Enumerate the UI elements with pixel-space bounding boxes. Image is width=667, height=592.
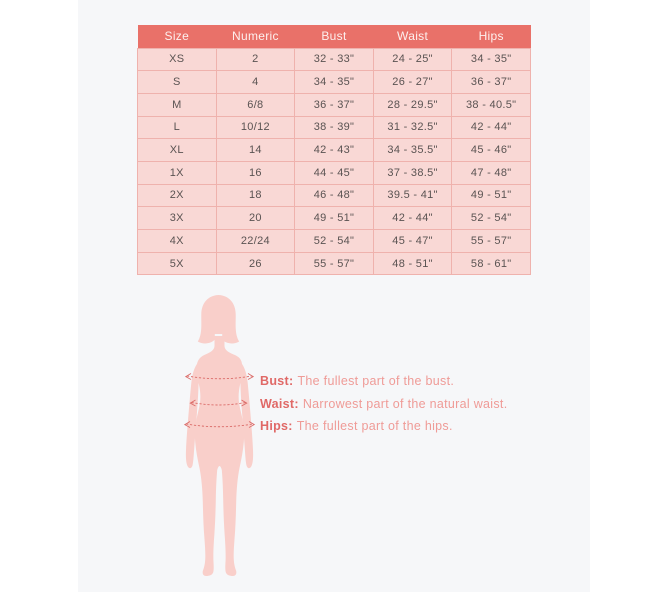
- table-cell: 52 - 54": [294, 229, 374, 253]
- table-cell: S: [137, 70, 217, 94]
- table-cell: 45 - 47": [372, 229, 453, 253]
- size-guide-panel: Size Numeric Bust Waist Hips XS 2 32 - 33" 24 -…: [78, 0, 590, 592]
- table-cell: 22/24: [215, 229, 296, 253]
- column-header-size: Size: [137, 25, 217, 48]
- table-row: M 6/8 36 - 37" 28 - 29.5" 38 - 40.5": [137, 92, 531, 117]
- table-cell: 42 - 43": [294, 138, 374, 162]
- figure-head: [197, 295, 240, 344]
- table-row: 5X 26 55 - 57" 48 - 51" 58 - 61": [137, 251, 531, 276]
- hips-note-label: Hips:: [260, 419, 293, 434]
- table-cell: 49 - 51": [451, 183, 531, 208]
- table-cell: 37 - 38.5": [372, 160, 453, 185]
- table-row: XS 2 32 - 33" 24 - 25" 34 - 35": [137, 47, 531, 72]
- table-row: XL 14 42 - 43" 34 - 35.5" 45 - 46": [137, 138, 531, 162]
- table-cell: 38 - 40.5": [451, 92, 531, 117]
- waist-measurement-line: [189, 399, 248, 407]
- table-cell: 45 - 46": [451, 138, 531, 162]
- table-cell: 34 - 35": [451, 47, 531, 72]
- table-cell: 42 - 44": [451, 115, 531, 140]
- bust-note-label: Bust:: [260, 374, 294, 388]
- table-cell: 2X: [137, 183, 217, 208]
- table-row: 1X 16 44 - 45" 37 - 38.5" 47 - 48": [137, 160, 531, 185]
- figure-right-arm: [240, 364, 254, 469]
- table-cell: 36 - 37": [294, 92, 374, 117]
- table-cell: 1X: [137, 160, 217, 185]
- figure-left-arm: [185, 364, 199, 469]
- table-cell: 18: [215, 183, 296, 208]
- table-cell: 3X: [137, 206, 217, 230]
- table-row: L 10/12 38 - 39" 31 - 32.5" 42 - 44": [137, 115, 531, 140]
- table-cell: M: [137, 92, 217, 117]
- measurement-notes: Bust: The fullest part of the bust. Waist…: [260, 370, 507, 438]
- female-body-silhouette: [183, 295, 256, 576]
- table-cell: 34 - 35": [294, 70, 374, 94]
- table-cell: 5X: [137, 251, 217, 276]
- table-cell: 32 - 33": [294, 47, 374, 72]
- table-cell: 10/12: [215, 115, 296, 140]
- bust-note-text: The fullest part of the bust.: [297, 374, 455, 388]
- table-cell: 49 - 51": [294, 206, 374, 230]
- hips-measurement-line: [183, 421, 256, 428]
- table-cell: 34 - 35.5": [372, 138, 453, 162]
- size-chart-table: Size Numeric Bust Waist Hips XS 2 32 - 33" 24 -…: [137, 25, 531, 276]
- column-header-numeric: Numeric: [216, 25, 295, 48]
- table-cell: XL: [137, 138, 217, 162]
- table-row: 3X 20 49 - 51" 42 - 44" 52 - 54": [137, 206, 531, 230]
- table-cell: 58 - 61": [451, 251, 531, 276]
- table-cell: 4X: [137, 229, 217, 253]
- table-cell: 55 - 57": [451, 229, 531, 253]
- table-row: 4X 22/24 52 - 54" 45 - 47" 55 - 57": [137, 229, 531, 253]
- table-cell: 14: [215, 138, 296, 162]
- bust-note: Bust: The fullest part of the bust.: [260, 370, 507, 393]
- table-row: S 4 34 - 35" 26 - 27" 36 - 37": [137, 70, 531, 94]
- header-row: Size Numeric Bust Waist Hips: [137, 25, 531, 48]
- table-cell: 24 - 25": [372, 47, 453, 72]
- table-row: 2X 18 46 - 48" 39.5 - 41" 49 - 51": [137, 183, 531, 208]
- table-cell: 48 - 51": [372, 251, 453, 276]
- table-cell: 31 - 32.5": [372, 115, 453, 140]
- bust-measurement-line: [184, 373, 255, 380]
- table-cell: 46 - 48": [294, 183, 374, 208]
- table-cell: L: [137, 115, 217, 140]
- table-cell: 47 - 48": [451, 160, 531, 185]
- table-cell: 20: [215, 206, 296, 230]
- table-cell: 16: [215, 160, 296, 185]
- table-cell: 2: [215, 47, 296, 72]
- table-cell: 52 - 54": [451, 206, 531, 230]
- hips-note-text: The fullest part of the hips.: [296, 419, 453, 434]
- waist-note-label: Waist:: [260, 396, 299, 411]
- table-cell: 38 - 39": [294, 115, 374, 140]
- column-header-waist: Waist: [373, 25, 452, 48]
- table-body: XS 2 32 - 33" 24 - 25" 34 - 35" S 4 34 - 35" 26 …: [137, 47, 531, 276]
- table-cell: 39.5 - 41": [372, 183, 453, 208]
- figure-body: [194, 336, 245, 576]
- table-cell: 36 - 37": [451, 70, 531, 94]
- waist-note: Waist: Narrowest part of the natural wais…: [260, 393, 507, 416]
- table-cell: 28 - 29.5": [372, 92, 453, 117]
- column-header-hips: Hips: [451, 25, 531, 48]
- table-cell: 42 - 44": [372, 206, 453, 230]
- column-header-bust: Bust: [294, 25, 374, 48]
- table-cell: 26 - 27": [372, 70, 453, 94]
- table-cell: 55 - 57": [294, 251, 374, 276]
- table-cell: 4: [215, 70, 296, 94]
- table-cell: 26: [215, 251, 296, 276]
- table-cell: 6/8: [215, 92, 296, 117]
- hips-note: Hips: The fullest part of the hips.: [260, 415, 507, 438]
- table-cell: XS: [137, 47, 217, 72]
- table-cell: 44 - 45": [294, 160, 374, 185]
- table-header: Size Numeric Bust Waist Hips: [137, 25, 531, 48]
- waist-note-text: Narrowest part of the natural waist.: [302, 396, 508, 411]
